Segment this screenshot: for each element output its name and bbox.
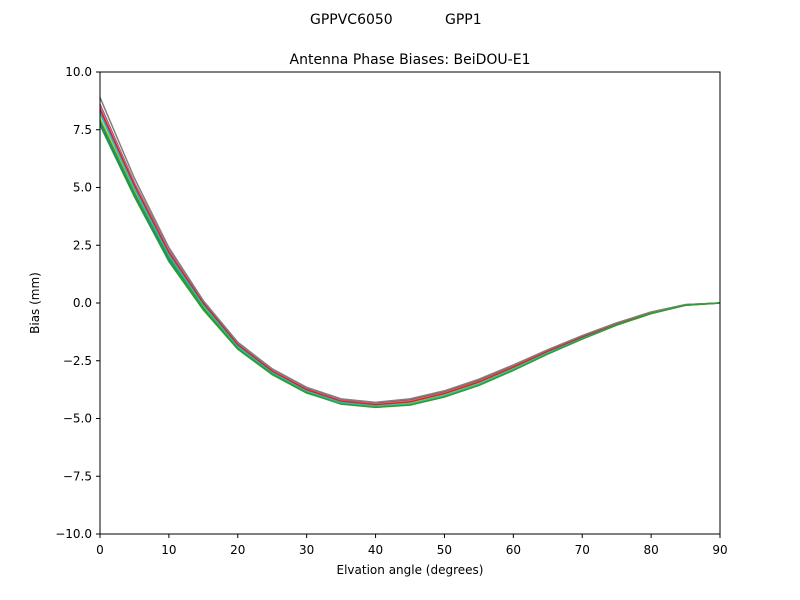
y-tick-label-3: −2.5	[63, 354, 92, 368]
x-tick-label-7: 70	[575, 543, 590, 557]
suptitle-right: GPP1	[445, 12, 482, 28]
y-axis-ticks: −10.0 −7.5 −5.0 −2.5 0.0 2.5 5.0 7.5 10.0	[55, 65, 100, 541]
chart-title: Antenna Phase Biases: BeiDOU-E1	[290, 52, 531, 68]
y-axis-label: Bias (mm)	[28, 272, 42, 334]
x-tick-label-6: 60	[506, 543, 521, 557]
y-tick-label-7: 7.5	[73, 123, 92, 137]
series-line-5	[99, 117, 721, 406]
series-line-2	[99, 110, 721, 407]
plot-area-frame	[99, 71, 721, 535]
y-tick-label-0: −10.0	[55, 527, 92, 541]
series-line-1	[99, 122, 721, 407]
y-tick-label-6: 5.0	[73, 181, 92, 195]
x-axis-ticks: 0 10 20 30 40 50 60 70 80 90	[96, 534, 728, 557]
series-line-0	[99, 124, 721, 408]
x-tick-label-1: 10	[161, 543, 176, 557]
y-tick-label-4: 0.0	[73, 296, 92, 310]
y-tick-label-5: 2.5	[73, 238, 92, 252]
x-tick-label-3: 30	[299, 543, 314, 557]
series-line-9	[99, 120, 721, 409]
y-tick-label-8: 10.0	[65, 65, 92, 79]
series-line-4	[99, 106, 721, 405]
x-axis-label: Elvation angle (degrees)	[337, 563, 484, 577]
series-line-3	[99, 104, 721, 405]
series-line-7	[99, 108, 721, 406]
x-tick-label-5: 50	[437, 543, 452, 557]
y-tick-label-1: −7.5	[63, 469, 92, 483]
suptitle-left: GPPVC6050	[310, 12, 393, 28]
x-tick-label-8: 80	[643, 543, 658, 557]
series-line-8	[99, 97, 721, 404]
x-tick-label-9: 90	[712, 543, 727, 557]
x-tick-label-0: 0	[96, 543, 104, 557]
series-line-6	[99, 113, 721, 408]
plot-lines	[99, 97, 721, 409]
x-tick-label-2: 20	[230, 543, 245, 557]
x-tick-label-4: 40	[368, 543, 383, 557]
y-tick-label-2: −5.0	[63, 412, 92, 426]
